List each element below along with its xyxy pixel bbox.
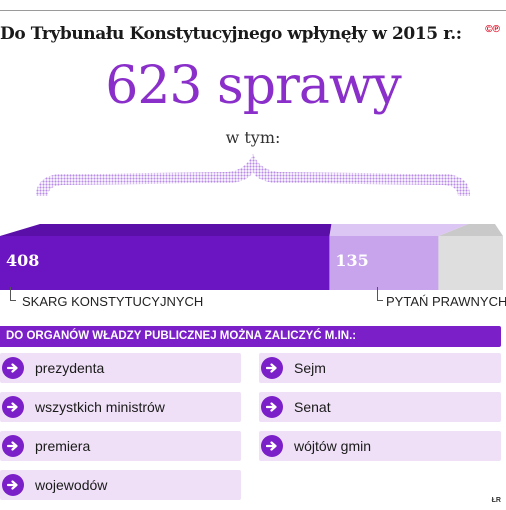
category-label-pytania: PYTAŃ PRAWNYCH [386,294,506,309]
category-tick-skargi [10,287,16,301]
author-credit: ŁR [491,497,501,504]
list-item: wojewodów [0,470,241,500]
arrow-right-icon [261,357,283,379]
list-item-label: Sejm [294,360,326,376]
list-item: wszystkich ministrów [0,392,241,422]
list-item: Sejm [259,353,501,383]
arrow-right-icon [261,435,283,457]
arrow-right-icon [2,435,24,457]
arrow-right-icon [261,396,283,418]
section-header: DO ORGANÓW WŁADZY PUBLICZNEJ MOŻNA ZALIC… [0,326,501,347]
brace-graphic [36,154,470,196]
list-item-label: prezydenta [35,360,105,376]
list-item-label: premiera [35,438,91,454]
category-tick-pytania [377,287,383,301]
arrow-right-icon [2,396,24,418]
list-item: prezydenta [0,353,241,383]
subtitle: w tym: [225,128,281,147]
bar-chart: 408 135 [0,224,503,290]
arrow-right-icon [2,474,24,496]
publisher-logo: ©℗ [485,24,500,35]
list-item: wójtów gmin [259,431,501,461]
category-label-skargi: SKARG KONSTYTUCYJNYCH [22,294,204,309]
list-item-label: Senat [294,399,331,415]
list-item-label: wojewodów [35,477,108,493]
bar-value-pytania: 135 [335,251,368,270]
bar-remainder [438,236,503,290]
top-rule [0,10,506,11]
list-item-label: wszystkich ministrów [35,399,165,415]
list-item: premiera [0,431,241,461]
arrow-right-icon [2,357,24,379]
total-cases: 623 sprawy [105,56,402,116]
list-item-label: wójtów gmin [294,438,372,454]
headline: Do Trybunału Konstytucyjnego wpłynęły w … [0,24,462,44]
list-item: Senat [259,392,501,422]
bar-pytania [329,236,439,290]
bar-value-skargi: 408 [6,251,39,270]
bar-skargi [0,236,330,290]
